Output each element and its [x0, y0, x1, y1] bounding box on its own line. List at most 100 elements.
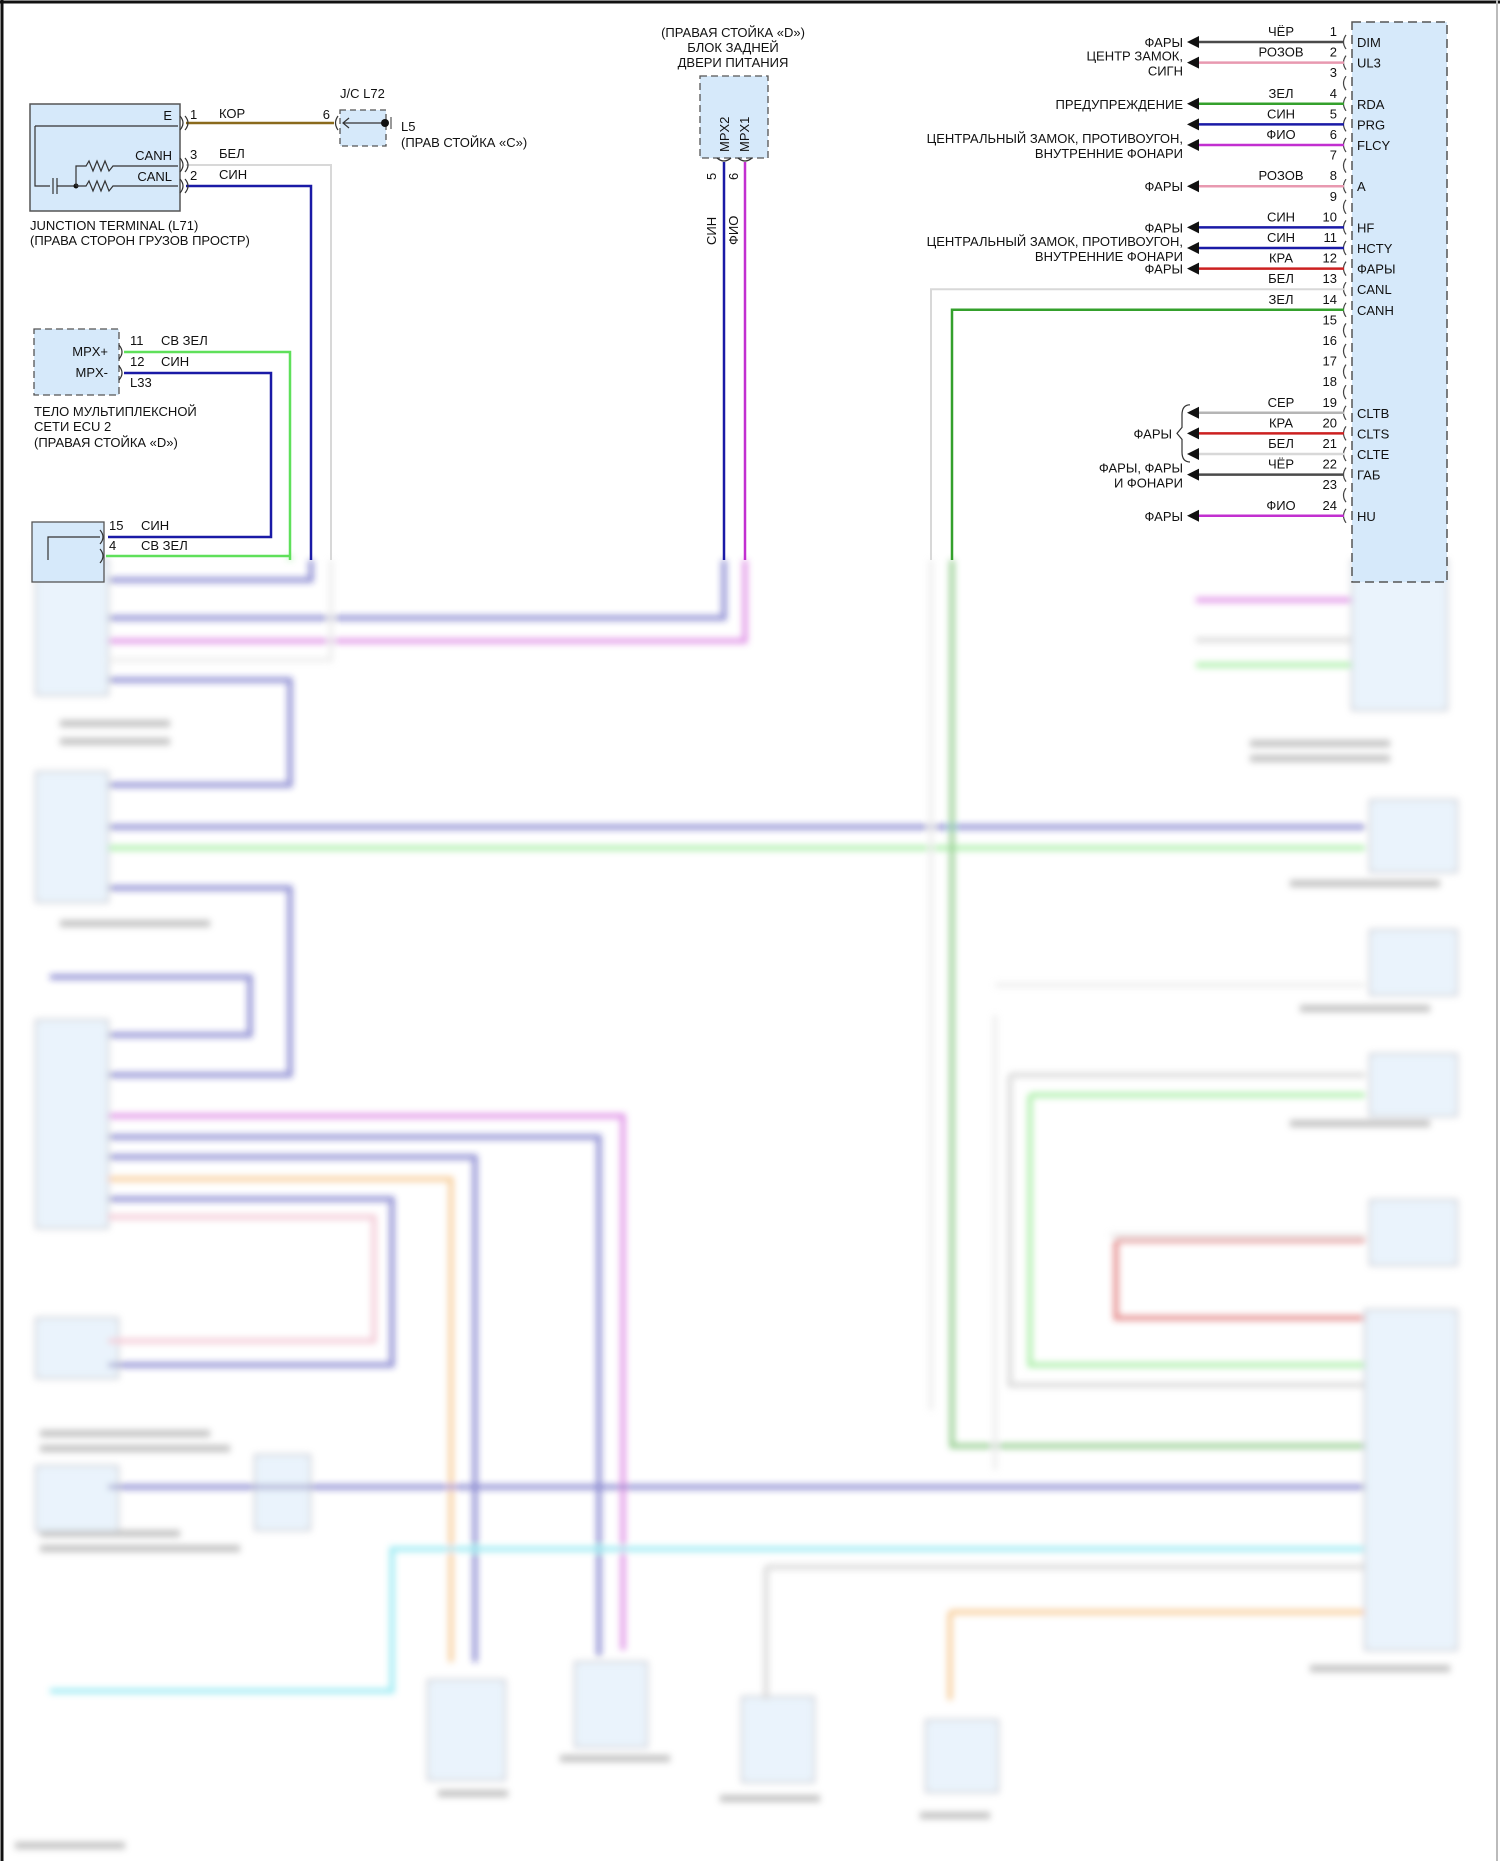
wire-color-label: СВ ЗЕЛ — [141, 538, 188, 553]
ecu-pin-24: 24 HU ФИО ФАРЫ — [1145, 498, 1376, 524]
pin-number: 2 — [190, 168, 197, 183]
blurred-text — [60, 720, 170, 727]
blurred-wire — [1113, 1240, 1365, 1321]
component-label: JUNCTION TERMINAL (L71) — [30, 218, 198, 233]
wire-color-label: СИН — [141, 518, 169, 533]
blurred-wire — [108, 560, 748, 644]
blurred-text — [60, 920, 210, 927]
pin-signal: A — [1357, 179, 1366, 194]
pin-number: 17 — [1323, 354, 1337, 369]
wire-color-label: ФИО — [726, 216, 741, 245]
arrow-left-icon — [1187, 36, 1199, 48]
wire-sin-mpx-minus[interactable] — [108, 371, 273, 539]
destination-label: И ФОНАРИ — [1114, 476, 1183, 491]
wire-sv-zel-mpx-plus[interactable] — [124, 350, 292, 560]
blurred-wire — [108, 1113, 626, 1650]
blurred-wire — [108, 1154, 478, 1662]
destination-label: ЦЕНТРАЛЬНЫЙ ЗАМОК, ПРОТИВОУГОН, — [927, 131, 1183, 146]
wire-sin-canl[interactable] — [186, 184, 313, 560]
ecu-pin-12: 12 ФАРЫ КРА ФАРЫ — [1145, 251, 1396, 277]
junction-terminal-l71: E CANH CANL 1 3 2 КОР БЕЛ СИН JUNCTION T… — [29, 103, 250, 248]
arrow-left-icon — [1187, 97, 1199, 110]
blurred-connector — [35, 1465, 119, 1532]
wire-color-label: СЕР — [1268, 395, 1295, 410]
wire-color-label: БЕЛ — [1268, 436, 1294, 451]
arrow-left-icon — [1187, 262, 1199, 275]
pin-number: 1 — [1330, 24, 1337, 39]
pin-number: 10 — [1323, 209, 1337, 224]
pin-signal: UL3 — [1357, 56, 1381, 71]
arrow-left-icon — [1187, 180, 1199, 193]
pin-number: 21 — [1323, 436, 1337, 451]
destination-label: ВНУТРЕННИЕ ФОНАРИ — [1035, 146, 1183, 161]
wire-color-label: РОЗОВ — [1259, 45, 1304, 60]
component-location: (ПРАВАЯ СТОЙКА «D») — [661, 25, 805, 40]
pin-number: 7 — [1330, 148, 1337, 163]
blurred-text — [1310, 1665, 1450, 1672]
ground-label: L5 — [401, 119, 415, 134]
lower-left-connector: 15 СИН 4 СВ ЗЕЛ — [31, 518, 188, 583]
arrow-left-icon — [1187, 221, 1199, 234]
wire-color-label: ЗЕЛ — [1268, 86, 1293, 101]
pin-number: 3 — [190, 147, 197, 162]
wire-color-label: БЕЛ — [219, 146, 245, 161]
ecu-pin-1: 1 DIM ЧЁР ФАРЫ — [1145, 24, 1381, 50]
pin-signal: PRG — [1357, 117, 1385, 132]
blurred-wire — [108, 677, 293, 788]
main-ecu-connector — [1351, 21, 1448, 583]
wire-bel-canh[interactable] — [186, 164, 332, 560]
component-label: СЕТИ ECU 2 — [34, 419, 111, 434]
pin-number: 3 — [1330, 65, 1337, 80]
wire-color-label: СИН — [1267, 230, 1295, 245]
ecu-pin-18: 18 — [1323, 374, 1347, 400]
wire-canh[interactable] — [950, 308, 1344, 560]
ecu-pin-4: 4 RDA ЗЕЛ ПРЕДУПРЕЖДЕНИЕ — [1056, 86, 1385, 112]
blurred-connector — [35, 771, 109, 903]
blurred-text — [1290, 1120, 1430, 1127]
blurred-text — [920, 1812, 990, 1819]
arrow-left-icon — [1187, 509, 1199, 522]
pin-number: 15 — [1323, 312, 1337, 327]
blurred-text — [1250, 755, 1390, 762]
destination-label: ФАРЫ — [1145, 262, 1183, 277]
destination-label: ФАРЫ — [1145, 179, 1183, 194]
ecu-pin-19: 19 CLTB СЕР — [1187, 395, 1389, 421]
pin-number: 11 — [1324, 230, 1338, 245]
wire-color-label: ЗЕЛ — [1268, 292, 1293, 307]
wire-color-label: ЧЁР — [1268, 24, 1294, 39]
pin-number: 5 — [704, 173, 719, 180]
pin-signal: CLTS — [1357, 426, 1390, 441]
connector-terminals — [179, 115, 189, 194]
blurred-connector — [1369, 1199, 1458, 1266]
pin-number: 24 — [1323, 498, 1337, 513]
pin-signal: MPX- — [76, 365, 109, 380]
terminal-icon — [1342, 199, 1347, 215]
pin-number: 11 — [130, 333, 144, 348]
pin-signal: HF — [1357, 220, 1374, 235]
destination-label: ЦЕНТРАЛЬНЫЙ ЗАМОК, ПРОТИВОУГОН, — [927, 234, 1183, 249]
blurred-wire — [108, 1134, 602, 1656]
ecu-pin-3: 3 — [1330, 65, 1347, 91]
blurred-wire — [50, 1546, 1365, 1694]
component-label: ДВЕРИ ПИТАНИЯ — [678, 55, 789, 70]
blurred-connector — [741, 1696, 815, 1783]
pin-number: 1 — [190, 107, 197, 122]
ecu-pin-14: 14 CANH ЗЕЛ — [950, 292, 1394, 560]
blurred-connector — [35, 1019, 109, 1229]
arrow-left-icon — [1187, 139, 1199, 151]
destination-label: ФАРЫ, ФАРЫ — [1099, 461, 1183, 476]
pin-number: 16 — [1323, 333, 1337, 348]
wire-canl[interactable] — [930, 288, 1344, 560]
pin-number: 14 — [1323, 292, 1337, 307]
ground-point-icon — [381, 119, 389, 127]
pin-number: 12 — [130, 354, 144, 369]
component-label: БЛОК ЗАДНЕЙ — [687, 40, 779, 55]
blurred-connector — [574, 1661, 648, 1748]
pin-signal: ФАРЫ — [1357, 262, 1395, 277]
blurred-text — [720, 1795, 820, 1802]
blurred-lower-diagram — [15, 556, 1458, 1849]
junction-terminal-box — [29, 103, 181, 212]
blurred-wire — [50, 974, 253, 1038]
ground-location: (ПРАВ СТОЙКА «С») — [401, 135, 527, 150]
